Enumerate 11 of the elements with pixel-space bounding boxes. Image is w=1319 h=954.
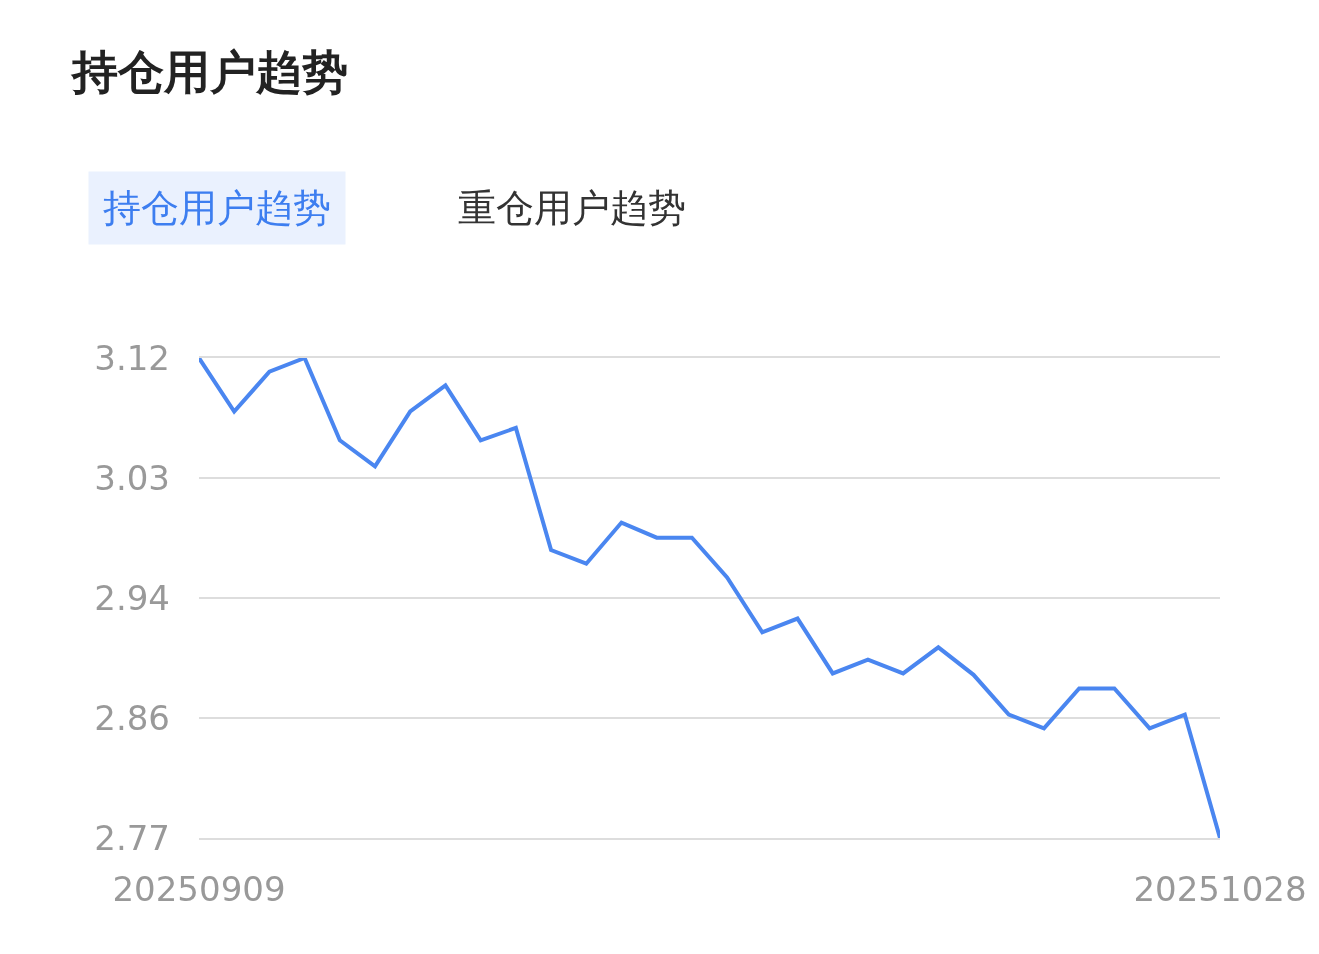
y-tick-label: 3.12 (94, 337, 170, 378)
line-series (199, 358, 1220, 838)
y-tick-label: 3.03 (94, 457, 170, 498)
x-tick-label: 20250909 (112, 868, 286, 909)
text: 重仓用户趋势 (458, 186, 686, 230)
y-tick-label: 2.77 (94, 817, 170, 858)
y-tick-label: 2.94 (94, 577, 170, 618)
chart-title: 持仓用户趋势 (70, 45, 348, 100)
y-tick-label: 2.86 (94, 697, 170, 738)
x-tick-label: 20251028 (1133, 868, 1307, 909)
text: 持仓用户趋势 (103, 186, 331, 230)
